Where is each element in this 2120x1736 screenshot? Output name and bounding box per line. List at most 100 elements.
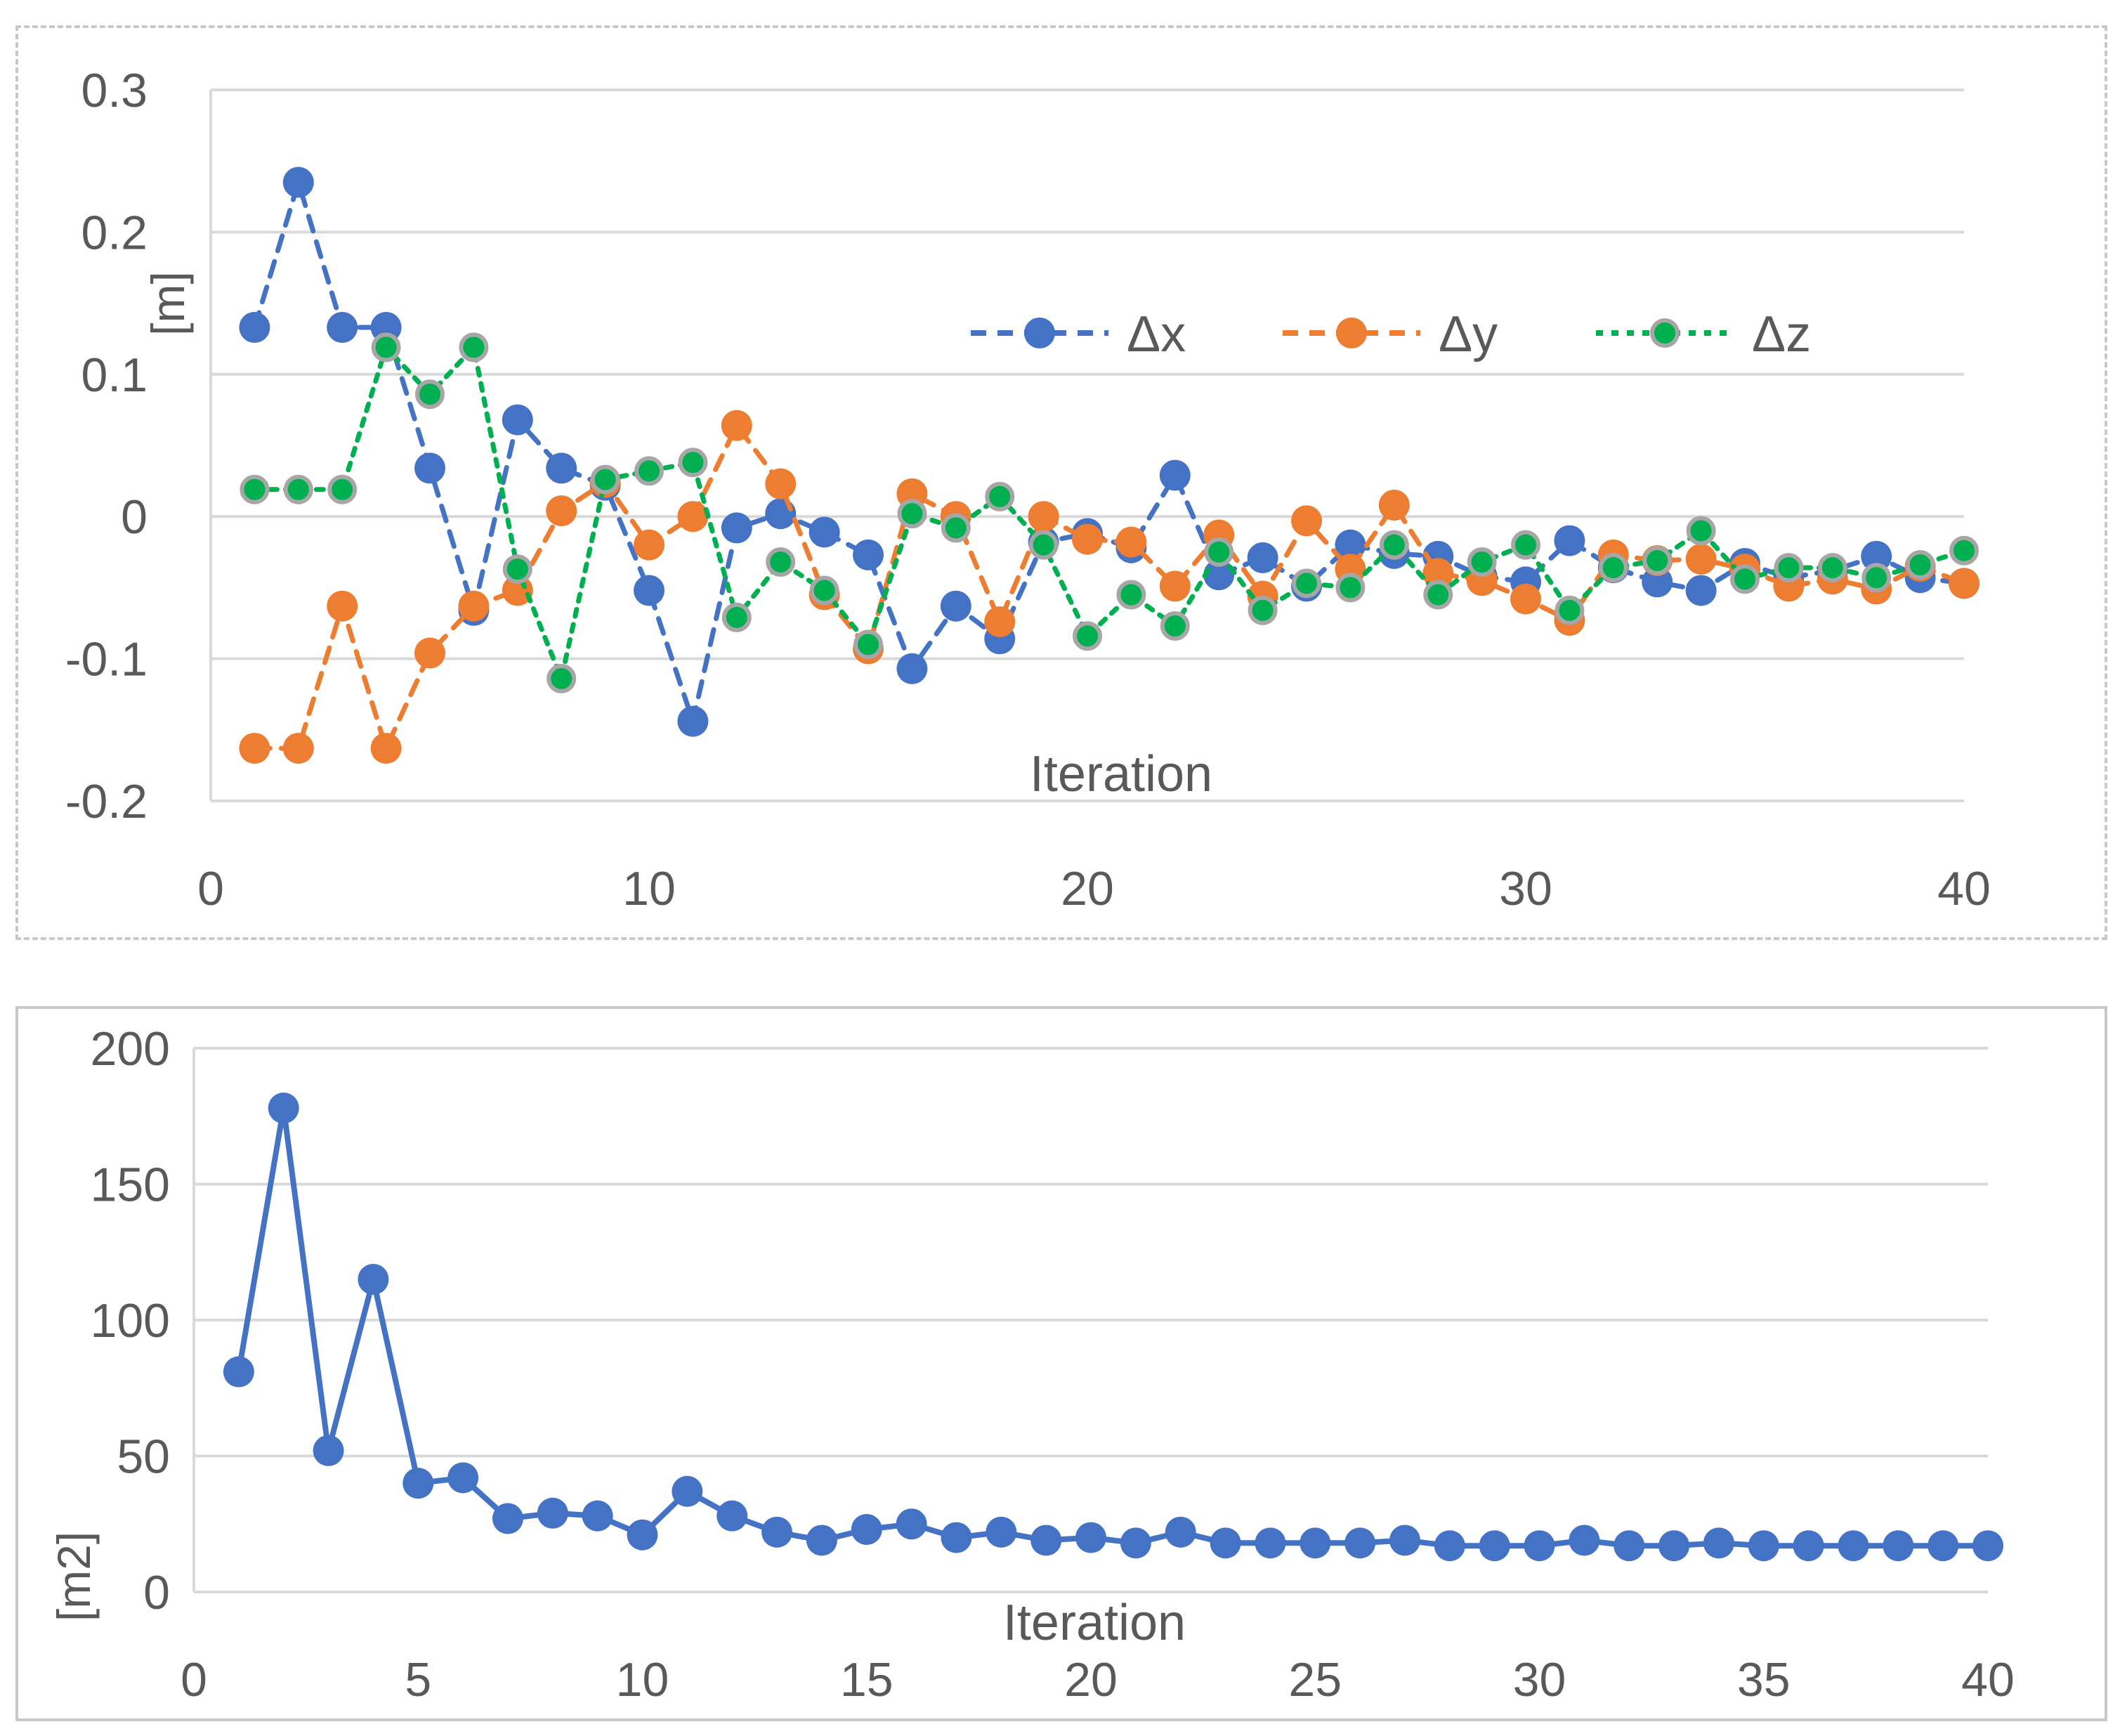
data-point-Δz	[1555, 595, 1585, 625]
x-tick-label: 30	[1499, 862, 1552, 915]
legend-label-Δx: Δx	[1127, 306, 1186, 363]
data-point-Δx	[1247, 542, 1278, 573]
chart1-legend: Δx Δy Δz	[971, 306, 1811, 363]
data-point-Δy	[370, 733, 402, 764]
series-line-Δz	[251, 344, 1967, 681]
data-point-Δz	[1642, 545, 1673, 575]
data-point-Δy	[1159, 570, 1191, 602]
x-tick-label: 20	[1061, 862, 1114, 915]
data-point-Δx	[809, 516, 840, 548]
y-tick-label: -0.1	[65, 633, 148, 686]
data-point-Δz	[721, 602, 752, 632]
data-point-Δx	[282, 167, 314, 198]
chart1-xlabel: Iteration	[1030, 746, 1212, 802]
data-point-Δy	[1422, 558, 1454, 589]
y-tick-label: 0	[121, 490, 148, 544]
data-point-Δx	[1159, 459, 1191, 491]
data-point-Δz	[1730, 564, 1760, 594]
data-point-Δz	[240, 474, 270, 504]
legend-marker-Δx	[1024, 318, 1055, 348]
data-point-Δy	[414, 637, 445, 669]
data-point-Δz	[1204, 537, 1234, 567]
data-point-Δz	[809, 575, 839, 606]
data-point-Δz	[1949, 535, 1979, 566]
data-point-Δz	[1116, 580, 1146, 610]
y-tick-label: 0.1	[81, 348, 148, 402]
data-point-Δx	[1554, 525, 1585, 556]
data-point-Δy	[239, 733, 270, 764]
legend-label-Δy: Δy	[1439, 306, 1498, 363]
data-point-Δx	[1203, 559, 1235, 591]
chart1-ylabel: [m]	[142, 271, 194, 336]
data-point-Δz	[1511, 530, 1540, 560]
data-point-Δz	[590, 464, 620, 495]
data-point-Δx	[546, 452, 577, 484]
data-point-Δz	[1028, 530, 1059, 560]
data-point-Δy	[1685, 543, 1717, 575]
data-point-Δy	[282, 733, 314, 764]
data-point-Δy	[1510, 583, 1541, 615]
chart-panel-displacement	[15, 25, 2107, 940]
data-point-Δy	[984, 606, 1016, 637]
data-point-Δz	[502, 554, 532, 585]
data-point-Δy	[1291, 505, 1322, 537]
data-point-Δz	[897, 499, 927, 529]
data-point-Δx	[896, 653, 928, 684]
data-point-Δz	[327, 474, 358, 504]
data-point-Δz	[1467, 547, 1497, 577]
data-point-Δy	[634, 529, 665, 561]
data-point-Δx	[502, 404, 533, 436]
data-point-Δz	[371, 332, 401, 363]
chart-panel-area	[15, 1006, 2107, 1721]
data-point-Δx	[765, 498, 797, 530]
data-point-Δy	[1028, 501, 1059, 533]
data-point-Δz	[1861, 563, 1892, 593]
data-point-Δz	[678, 448, 708, 478]
data-point-Δy	[458, 590, 490, 622]
data-point-Δz	[1905, 550, 1935, 580]
series-line-Δy	[251, 423, 1967, 751]
data-point-Δy	[1072, 523, 1103, 555]
x-tick-label: 40	[1937, 862, 1991, 915]
data-point-Δx	[940, 590, 971, 622]
data-point-Δy	[327, 590, 358, 622]
data-point-Δz	[283, 474, 313, 504]
data-point-Δx	[677, 705, 709, 737]
data-point-Δz	[1073, 621, 1102, 651]
data-point-Δx	[327, 312, 358, 344]
data-point-Δx	[239, 312, 270, 344]
data-point-Δz	[1598, 553, 1628, 583]
data-point-Δy	[1378, 490, 1410, 521]
data-point-Δx	[634, 575, 665, 606]
data-point-Δx	[1685, 575, 1717, 606]
data-point-Δy	[765, 468, 797, 500]
data-point-Δx	[414, 452, 445, 484]
data-point-Δz	[634, 456, 664, 486]
series-line-Δx	[251, 180, 1967, 724]
data-point-Δy	[1949, 568, 1980, 599]
legend-marker-Δy	[1336, 318, 1367, 348]
data-point-Δz	[459, 332, 489, 363]
data-point-Δy	[721, 410, 752, 441]
data-point-Δx	[721, 512, 752, 544]
y-tick-label: 0.2	[81, 206, 148, 259]
data-point-Δz	[853, 629, 883, 660]
data-point-Δy	[677, 501, 709, 533]
y-tick-label: -0.2	[65, 775, 148, 828]
data-point-Δx	[1861, 540, 1892, 572]
x-tick-label: 10	[622, 862, 676, 915]
data-point-Δz	[985, 481, 1015, 511]
legend-label-Δz: Δz	[1752, 306, 1811, 363]
data-point-Δz	[1379, 530, 1409, 560]
data-point-Δz	[1817, 553, 1847, 583]
y-tick-label: 0.3	[81, 64, 148, 117]
data-point-Δz	[1686, 516, 1716, 546]
data-point-Δz	[1423, 580, 1453, 610]
legend-marker-Δz	[1650, 318, 1680, 348]
data-point-Δz	[547, 663, 577, 693]
data-point-Δz	[941, 513, 971, 543]
data-point-Δx	[853, 539, 884, 570]
data-point-Δz	[1774, 553, 1804, 583]
x-tick-label: 0	[197, 862, 224, 915]
